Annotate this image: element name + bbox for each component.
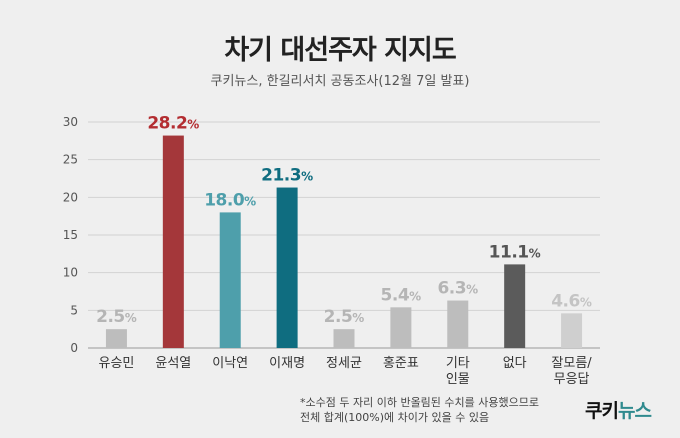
x-category-label: 홍준표 [383, 356, 419, 371]
kukinews-logo: 쿠키뉴스 [585, 396, 652, 423]
bar-value-label: 6.3% [437, 279, 478, 299]
bar [333, 329, 355, 348]
bar-value-label: 28.2% [147, 114, 199, 134]
x-category-label: 이재명 [269, 356, 305, 371]
bar-value-label: 2.5% [324, 307, 365, 327]
y-tick-label: 5 [70, 303, 78, 317]
chart-title: 차기 대선주자 지지도 [224, 35, 456, 66]
x-category-label: 윤석열 [155, 356, 191, 371]
x-category-label: 정세균 [326, 356, 362, 371]
y-tick-label: 25 [63, 153, 78, 167]
bar [390, 307, 412, 348]
bar [105, 329, 127, 348]
x-category-label: 기타 [446, 356, 470, 371]
bar-value-label: 18.0% [204, 190, 256, 210]
y-tick-label: 10 [63, 266, 78, 280]
y-tick-label: 30 [63, 115, 78, 129]
logo-part-2: 뉴스 [617, 400, 652, 422]
x-category-label: 없다 [503, 356, 527, 371]
bar-value-label: 2.5% [96, 307, 137, 327]
y-tick-label: 20 [63, 190, 78, 204]
bar [504, 264, 526, 348]
bar-value-label: 21.3% [261, 166, 313, 186]
y-tick-label: 0 [70, 341, 78, 355]
x-category-label: 인물 [446, 372, 470, 387]
x-category-label: 무응답 [554, 372, 590, 387]
y-tick-label: 15 [63, 228, 78, 242]
bar-value-label: 11.1% [489, 242, 541, 262]
x-category-label: 이낙연 [212, 356, 248, 371]
bar [561, 313, 583, 348]
chart-subtitle: 쿠키뉴스, 한길리서치 공동조사(12월 7일 발표) [210, 74, 470, 89]
bar-value-label: 4.6% [551, 291, 592, 311]
logo-part-1: 쿠키 [585, 400, 619, 422]
footnote-line-2: 전체 합계(100%)에 차이가 있을 수 있음 [300, 411, 490, 424]
x-category-label: 유승민 [98, 356, 134, 371]
bar [162, 135, 184, 348]
x-category-label: 잘모름/ [551, 356, 592, 371]
bar [276, 187, 298, 348]
bar-value-label: 5.4% [381, 285, 422, 305]
bar [219, 212, 241, 348]
footnote: *소수점 두 자리 이하 반올림된 수치를 사용했으므로 전체 합계(100%)… [300, 395, 539, 425]
footnote-line-1: *소수점 두 자리 이하 반올림된 수치를 사용했으므로 [300, 396, 539, 409]
bar [447, 300, 469, 348]
